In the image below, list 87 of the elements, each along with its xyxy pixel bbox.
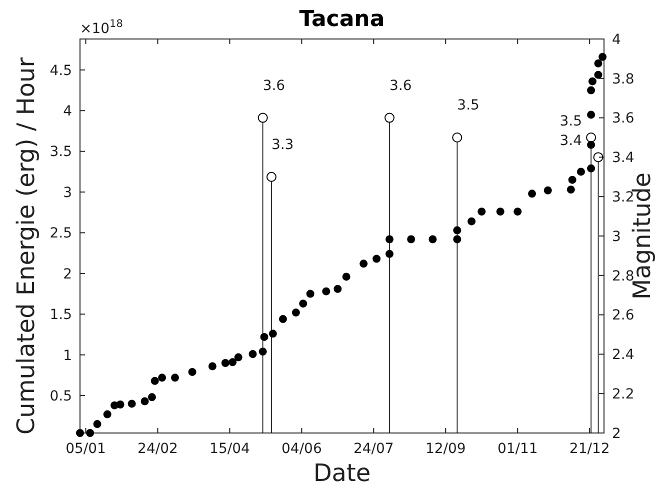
y2-tick-label: 2 bbox=[612, 426, 621, 442]
point bbox=[334, 284, 342, 293]
chart-title: Tacana bbox=[299, 7, 385, 32]
point bbox=[544, 186, 552, 194]
point bbox=[478, 208, 486, 216]
point bbox=[299, 300, 308, 308]
y2-tick-label: 3.4 bbox=[612, 150, 634, 166]
point bbox=[208, 362, 216, 370]
y-tick-label: 3 bbox=[63, 184, 72, 201]
x-tick-label: 24/07 bbox=[353, 441, 394, 457]
point bbox=[116, 400, 124, 409]
y-tick-label: 1.5 bbox=[50, 307, 72, 324]
point bbox=[140, 397, 149, 406]
point bbox=[258, 112, 268, 123]
y2-tick-label: 2.4 bbox=[612, 347, 634, 364]
point bbox=[407, 235, 416, 244]
data-label: 3.4 bbox=[560, 133, 582, 150]
point bbox=[384, 112, 395, 123]
y2-tick-label: 3.6 bbox=[612, 110, 634, 127]
point bbox=[103, 410, 112, 418]
point bbox=[372, 254, 381, 263]
point bbox=[452, 132, 462, 142]
y-axis-title: Cumulated Energie (erg) / Hour bbox=[12, 57, 40, 435]
y-tick-label: 1 bbox=[63, 348, 72, 364]
point bbox=[594, 70, 602, 79]
point bbox=[188, 368, 196, 376]
point bbox=[266, 172, 276, 182]
x-tick-label: 04/06 bbox=[282, 441, 322, 457]
text: ×10$^{18}$ bbox=[80, 18, 123, 37]
point bbox=[587, 86, 596, 94]
point bbox=[496, 208, 504, 216]
x-tick-label: 15/04 bbox=[210, 441, 250, 457]
point bbox=[158, 374, 166, 382]
point bbox=[93, 420, 102, 428]
point bbox=[576, 168, 585, 176]
y2-tick-label: 2.2 bbox=[612, 386, 634, 402]
point bbox=[568, 176, 576, 184]
point bbox=[76, 429, 84, 437]
point bbox=[171, 374, 180, 382]
point bbox=[258, 348, 267, 356]
point bbox=[586, 132, 596, 142]
point bbox=[234, 353, 242, 362]
point bbox=[228, 358, 237, 366]
point bbox=[594, 59, 602, 68]
x-axis-title: Date bbox=[313, 459, 371, 487]
y-tick-label: 2 bbox=[63, 266, 72, 282]
point bbox=[514, 208, 522, 216]
y-tick-label: 4 bbox=[63, 104, 72, 120]
point bbox=[248, 350, 257, 358]
x-tick-label: 01/11 bbox=[497, 441, 538, 457]
x-tick-label: 21/12 bbox=[569, 441, 610, 457]
point bbox=[221, 358, 230, 367]
point bbox=[260, 332, 268, 341]
data-label: 3.6 bbox=[262, 78, 286, 94]
x-tick-label: 12/09 bbox=[425, 441, 466, 457]
data-label: 3.5 bbox=[560, 114, 582, 130]
y2-tick-label: 3 bbox=[612, 228, 621, 245]
y-tick-label: 4.5 bbox=[50, 62, 72, 79]
data-label: 3.3 bbox=[271, 136, 294, 153]
point bbox=[322, 287, 330, 296]
x-tick-label: 05/01 bbox=[66, 441, 106, 457]
point bbox=[593, 152, 604, 162]
point bbox=[306, 290, 314, 298]
point bbox=[428, 235, 437, 244]
data-label: 3.6 bbox=[390, 78, 412, 94]
point bbox=[148, 393, 156, 402]
y2-tick-label: 4 bbox=[612, 32, 621, 48]
point bbox=[588, 77, 596, 86]
point bbox=[566, 186, 575, 194]
y-tick-label: 2.5 bbox=[50, 226, 72, 242]
point bbox=[150, 376, 159, 385]
x-tick-label: 24/02 bbox=[138, 441, 178, 457]
y-tick-label: 3.5 bbox=[50, 144, 72, 160]
y2-tick-label: 2.6 bbox=[612, 308, 634, 324]
point bbox=[86, 429, 94, 437]
point bbox=[528, 190, 536, 198]
y-tick-label: 0.5 bbox=[50, 388, 72, 404]
point bbox=[342, 272, 350, 281]
y2-tick-label: 3.8 bbox=[612, 71, 634, 88]
data-label: 3.5 bbox=[457, 98, 480, 114]
point bbox=[587, 110, 596, 119]
point bbox=[278, 315, 287, 324]
point bbox=[598, 52, 607, 61]
point bbox=[128, 400, 136, 408]
point bbox=[360, 260, 368, 268]
point bbox=[468, 217, 476, 226]
point bbox=[292, 308, 300, 317]
